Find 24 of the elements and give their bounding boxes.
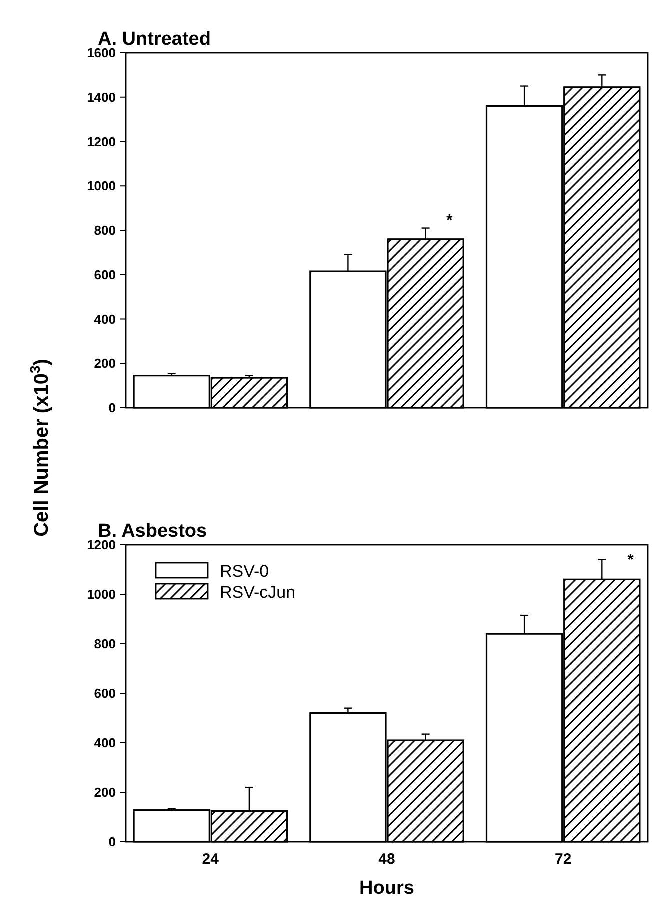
y-tick-label: 0 <box>108 834 116 850</box>
annotation: * <box>628 552 635 570</box>
legend-label: RSV-0 <box>220 562 270 581</box>
y-tick-label: 400 <box>94 312 116 327</box>
y-tick-label: 1200 <box>87 134 116 150</box>
x-tick-label: 48 <box>378 851 396 868</box>
y-tick-label: 400 <box>94 736 116 751</box>
x-tick-label: 24 <box>202 851 220 868</box>
y-tick-label: 1400 <box>87 90 116 105</box>
legend-label: RSV-cJun <box>220 582 296 602</box>
y-tick-label: 600 <box>94 686 116 702</box>
y-tick-label: 1200 <box>87 538 116 553</box>
annotation: * <box>446 212 454 230</box>
y-tick-label: 1000 <box>87 178 116 194</box>
y-tick-label: 800 <box>94 223 116 238</box>
x-tick-label: 72 <box>555 851 572 868</box>
y-tick-label: 1600 <box>87 46 116 61</box>
y-tick-label: 800 <box>94 636 116 652</box>
y-tick-label: 200 <box>94 785 116 800</box>
y-tick-label: 0 <box>108 400 116 416</box>
y-tick-label: 200 <box>94 356 116 372</box>
x-axis-title: Hours <box>360 878 414 899</box>
y-tick-label: 600 <box>94 267 116 282</box>
y-tick-label: 1000 <box>87 587 116 602</box>
